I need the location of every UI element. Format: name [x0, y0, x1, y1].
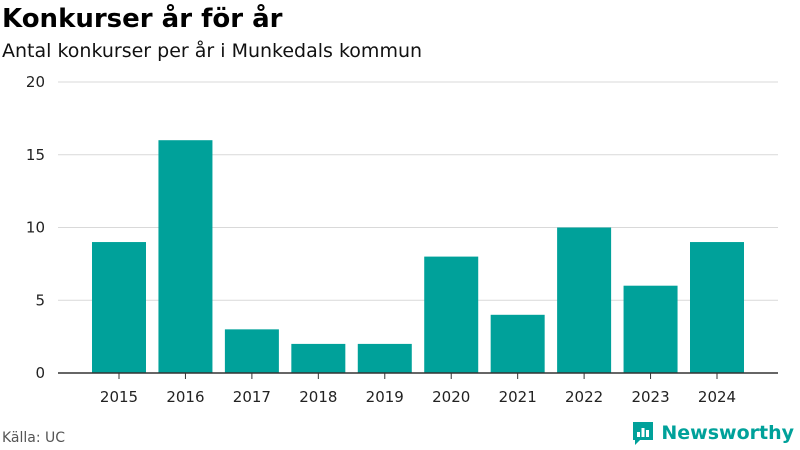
- tick-labels: 0 5 10 15 20 2015 2016 2017 2018 2019 2020 2021 2022…: [26, 73, 736, 406]
- bar: [623, 285, 678, 373]
- x-tick-label: 2022: [565, 388, 603, 406]
- bar-chart: 0 5 10 15 20 2015 2016 2017 2018 2019 2020 2021 2022…: [26, 73, 778, 406]
- axes: [58, 372, 778, 379]
- brand-logo: Newsworthy: [631, 420, 794, 446]
- newsworthy-logo-icon: [633, 422, 654, 445]
- x-tick-label: 2021: [499, 388, 537, 406]
- chart-title: Konkurser år för år: [2, 4, 283, 34]
- brand-name: Newsworthy: [661, 422, 794, 444]
- source-note: Källa: UC: [2, 430, 66, 446]
- y-tick-label: 15: [26, 146, 45, 164]
- x-tick-label: 2015: [100, 388, 138, 406]
- bar: [490, 314, 545, 373]
- bars: [92, 140, 744, 373]
- x-tick-label: 2024: [698, 388, 736, 406]
- bar: [690, 242, 744, 373]
- chart-subtitle: Antal konkurser per år i Munkedals kommu…: [2, 40, 423, 62]
- y-tick-label: 20: [26, 73, 45, 91]
- x-tick-label: 2023: [631, 388, 669, 406]
- y-tick-label: 10: [26, 219, 45, 237]
- x-tick-label: 2020: [432, 388, 470, 406]
- x-tick-label: 2017: [233, 388, 271, 406]
- bar: [424, 256, 479, 373]
- bar: [92, 242, 146, 373]
- x-tick-label: 2019: [366, 388, 404, 406]
- bar: [158, 140, 213, 373]
- bar: [291, 343, 346, 373]
- x-tick-label: 2018: [299, 388, 337, 406]
- bar: [557, 227, 612, 373]
- bar: [224, 329, 279, 373]
- y-tick-label: 5: [35, 291, 45, 309]
- bar: [357, 343, 412, 373]
- y-tick-label: 0: [35, 364, 45, 382]
- x-tick-label: 2016: [166, 388, 204, 406]
